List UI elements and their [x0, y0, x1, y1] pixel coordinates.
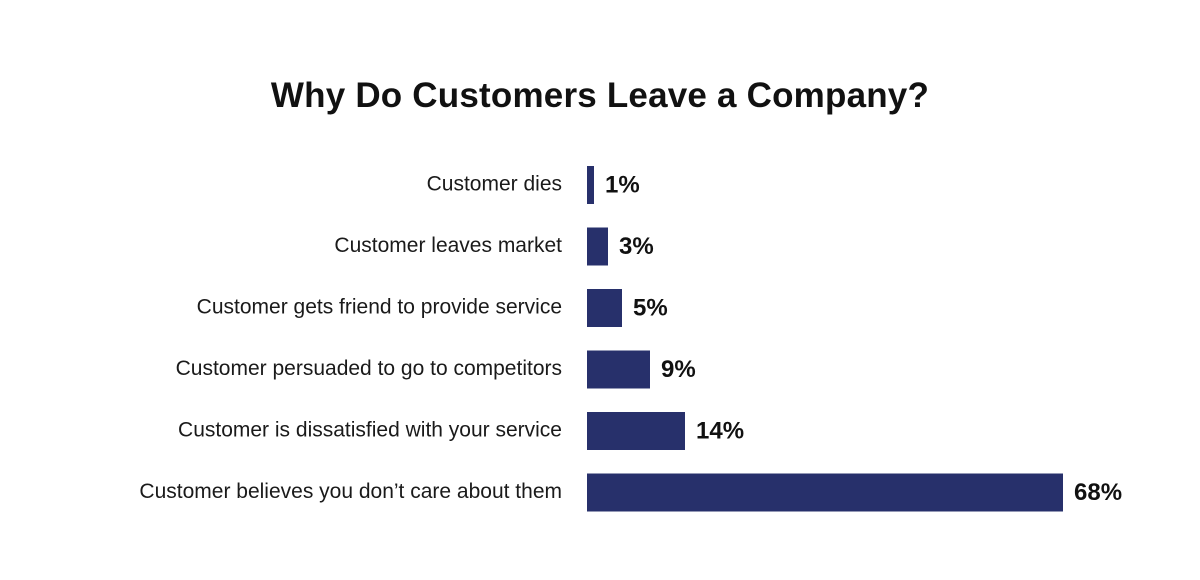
- category-label: Customer believes you don’t care about t…: [139, 480, 562, 503]
- value-label: 1%: [605, 171, 640, 198]
- bar: [587, 350, 650, 389]
- bar: [587, 227, 608, 266]
- value-label: 14%: [696, 417, 744, 444]
- value-label: 9%: [661, 356, 696, 383]
- category-label: Customer persuaded to go to competitors: [176, 357, 562, 380]
- bars-group: Customer dies 1% Customer leaves market 3% C…: [139, 166, 1122, 512]
- category-label: Customer gets friend to provide service: [197, 296, 562, 319]
- value-label: 5%: [633, 294, 668, 321]
- bar: [587, 166, 594, 204]
- value-label: 3%: [619, 233, 654, 260]
- category-label: Customer leaves market: [334, 234, 562, 257]
- bar: [587, 473, 1063, 512]
- bar: [587, 289, 622, 327]
- category-label: Customer is dissatisfied with your servi…: [178, 419, 562, 442]
- category-label: Customer dies: [427, 173, 562, 196]
- chart-title: Why Do Customers Leave a Company?: [270, 76, 930, 115]
- value-label: 68%: [1074, 479, 1122, 506]
- bar: [587, 412, 685, 450]
